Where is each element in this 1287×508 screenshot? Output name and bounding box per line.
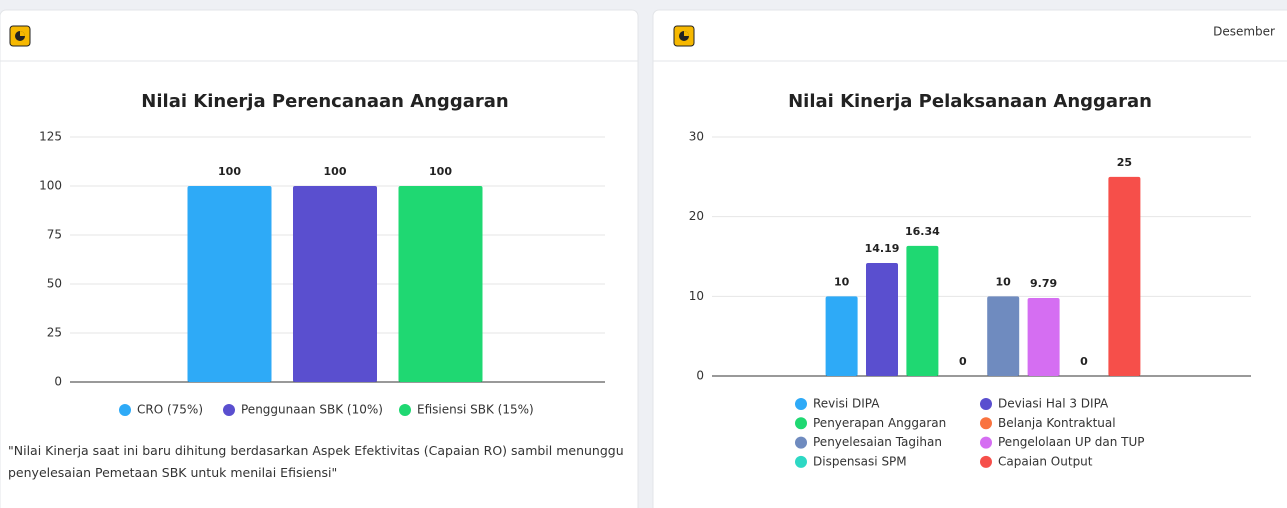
legend-swatch — [980, 436, 992, 449]
y-tick-label: 0 — [54, 375, 62, 389]
bar — [187, 186, 272, 382]
y-tick-label: 50 — [47, 277, 62, 291]
value-label: 10 — [996, 275, 1012, 288]
bar — [906, 245, 939, 376]
legend-swatch — [795, 398, 807, 410]
legend-swatch — [795, 417, 807, 430]
bar — [1108, 176, 1141, 376]
value-label: 100 — [324, 165, 347, 178]
bar — [987, 296, 1020, 376]
legend-swatch — [980, 398, 992, 410]
legend-swatch — [399, 404, 411, 416]
y-tick-label: 0 — [696, 369, 704, 383]
chart-title: Nilai Kinerja Pelaksanaan Anggaran — [788, 91, 1152, 112]
note-box: "Nilai Kinerja saat ini baru dihitung be… — [8, 443, 624, 480]
legend-label: Penyelesaian Tagihan — [813, 435, 942, 449]
legend-swatch — [795, 436, 807, 449]
bar — [398, 186, 483, 382]
y-tick-label: 10 — [689, 289, 704, 303]
value-label: 16.34 — [905, 225, 940, 238]
note: "Nilai Kinerja saat ini baru dihitung be… — [8, 443, 624, 480]
legend-swatch — [223, 404, 235, 416]
legend-label: Efisiensi SBK (15%) — [417, 403, 534, 417]
legend-label: Dispensasi SPM — [813, 454, 907, 468]
bar — [825, 296, 858, 376]
y-tick-label: 100 — [39, 179, 62, 193]
y-tick-label: 25 — [47, 326, 62, 340]
y-tick-label: 75 — [47, 228, 62, 242]
legend-swatch — [119, 404, 131, 416]
icon — [9, 25, 31, 47]
legend-label: Deviasi Hal 3 DIPA — [998, 397, 1109, 411]
legend-swatch — [795, 455, 807, 468]
legend-label: Penggunaan SBK (10%) — [241, 403, 383, 417]
legend-label: Belanja Kontraktual — [998, 416, 1116, 430]
y-tick-label: 20 — [689, 209, 704, 223]
icon — [673, 25, 695, 47]
value-label: 100 — [429, 165, 452, 178]
value-label: 14.19 — [865, 242, 900, 255]
bar — [1027, 298, 1060, 376]
y-tick-label: 30 — [689, 130, 704, 144]
value-label: 9.79 — [1030, 277, 1057, 290]
period: Desember — [1213, 25, 1275, 39]
value-label: 100 — [218, 165, 241, 178]
legend-label: CRO (75%) — [137, 403, 203, 417]
card — [652, 9, 1287, 508]
legend-swatch — [980, 455, 992, 468]
legend-swatch — [980, 417, 992, 430]
value-label: 25 — [1117, 156, 1132, 169]
bar — [293, 186, 377, 382]
value-label: 10 — [834, 275, 850, 288]
value-label: 0 — [959, 355, 967, 368]
legend-label: Penyerapan Anggaran — [813, 416, 946, 430]
chart-title: Nilai Kinerja Perencanaan Anggaran — [141, 91, 508, 112]
legend-label: Capaian Output — [998, 454, 1093, 468]
bar — [866, 262, 898, 376]
y-tick-label: 125 — [39, 130, 62, 144]
value-label: 0 — [1080, 355, 1088, 368]
legend-label: Revisi DIPA — [813, 397, 880, 411]
legend-label: Pengelolaan UP dan TUP — [998, 435, 1145, 449]
